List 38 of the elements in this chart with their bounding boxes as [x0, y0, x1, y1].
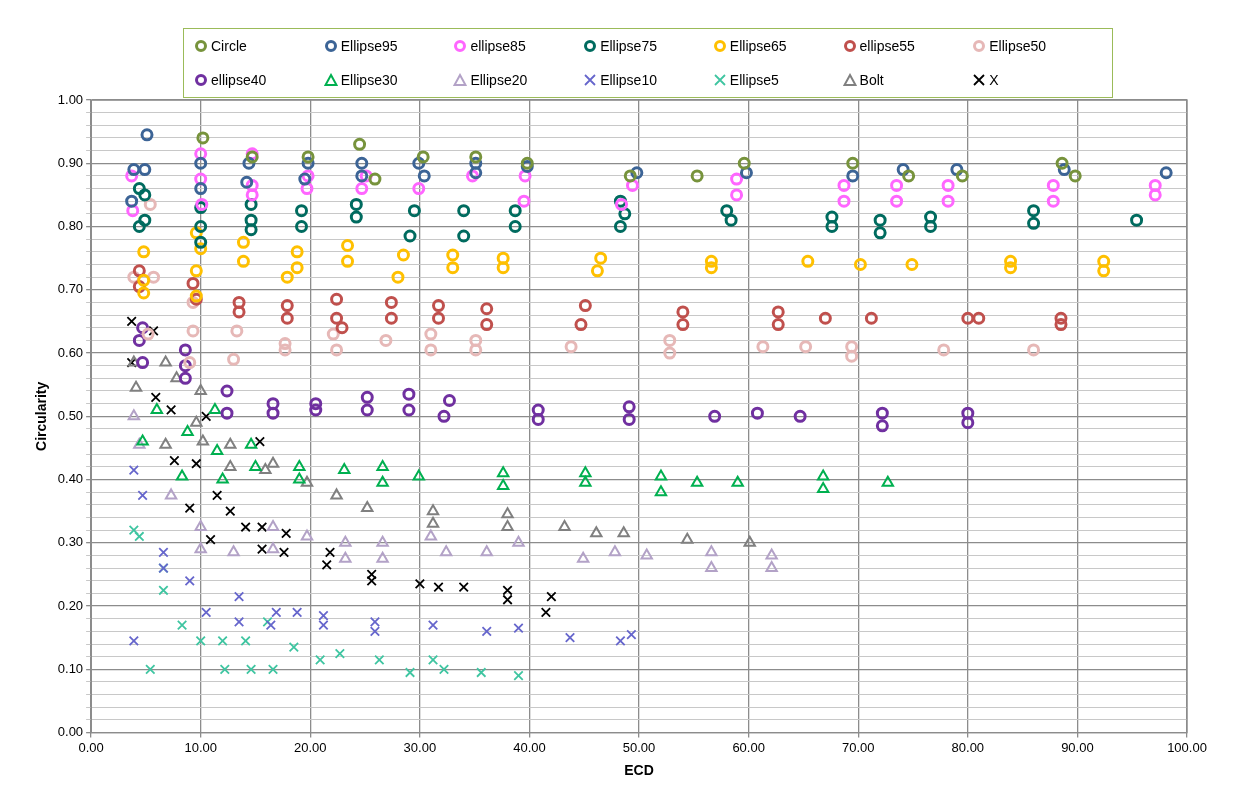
y-tick-label: 0.20 — [57, 597, 84, 613]
x-tick-label: 50.00 — [622, 739, 656, 755]
legend-label: Circle — [211, 38, 247, 54]
legend-label: Ellipse20 — [470, 72, 528, 88]
legend-label: ellipse55 — [859, 38, 915, 54]
x-tick-label: 40.00 — [513, 739, 546, 755]
x-tick-label: 100.00 — [1167, 739, 1207, 755]
x-tick-label: 20.00 — [294, 739, 327, 755]
y-tick-label: 0.30 — [57, 534, 84, 550]
x-tick-label: 10.00 — [184, 739, 217, 755]
legend-label: Bolt — [859, 72, 884, 88]
x-tick-label: 90.00 — [1061, 739, 1094, 755]
y-axis-title: Circularity — [33, 381, 50, 451]
legend-label: Ellipse75 — [600, 38, 657, 54]
y-tick-label: 0.00 — [57, 724, 84, 740]
x-tick-label: 80.00 — [951, 739, 985, 755]
x-axis-title: ECD — [624, 762, 654, 779]
legend-label: Ellipse30 — [340, 72, 398, 88]
x-tick-label: 30.00 — [403, 739, 437, 755]
legend-label: ellipse85 — [470, 38, 526, 54]
y-tick-label: 0.80 — [57, 218, 84, 234]
y-tick-label: 0.40 — [57, 471, 84, 487]
x-tick-label: 60.00 — [732, 739, 765, 755]
y-tick-label: 1.00 — [57, 91, 84, 107]
x-tick-label: 70.00 — [841, 739, 875, 755]
legend-label: Ellipse5 — [729, 72, 779, 88]
y-tick-label: 0.70 — [57, 281, 84, 297]
y-tick-label: 0.10 — [57, 660, 84, 676]
legend-label: Ellipse95 — [340, 38, 398, 54]
legend-label: Ellipse50 — [989, 38, 1047, 54]
legend-label: X — [989, 72, 999, 88]
y-tick-label: 0.50 — [57, 407, 84, 423]
legend-label: Ellipse10 — [600, 72, 657, 88]
legend-label: ellipse40 — [211, 72, 267, 88]
y-tick-label: 0.90 — [57, 154, 84, 170]
y-tick-label: 0.60 — [57, 344, 84, 360]
x-tick-label: 0.00 — [78, 739, 104, 755]
legend-label: Ellipse65 — [729, 38, 787, 54]
